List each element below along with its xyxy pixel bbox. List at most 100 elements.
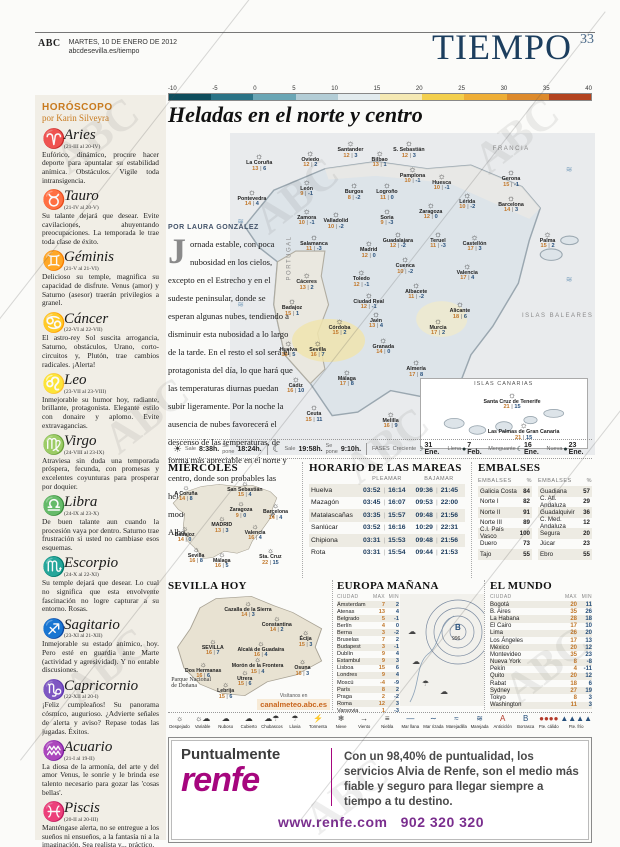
city-name: Roma (337, 700, 352, 707)
temp-separator: | (274, 514, 280, 521)
time: 03:35 (363, 511, 381, 519)
zodiac-libra-icon: ♎ (42, 496, 66, 518)
scale-tick: 10 (331, 86, 338, 92)
temperature-pair: 12 | -1 (353, 282, 370, 289)
temp-separator: | (254, 535, 259, 542)
temp-separator: | (346, 381, 351, 388)
min-temp: 3 (354, 152, 358, 159)
map-city-zamora: ☼ Zamora 10 | -1 (297, 207, 316, 227)
horoscope-sign: ♌ Leo (23-VII al 23-VIII) Inmejorable su hu… (42, 373, 159, 431)
horoscope-sign: ♑ Capricornio (22-XII al 20-I) ¡Feliz cumpl… (42, 679, 159, 737)
city-name: Berlín (337, 622, 352, 629)
city-temp-row: El Cairo 17 10 (490, 623, 592, 630)
city-temp-row: París 8 2 (337, 686, 399, 694)
temperature-pair: 14 | 8 (174, 495, 197, 502)
bajamar-header: BAJAMAR (424, 476, 454, 482)
phase-date: 16 Ene. (524, 442, 539, 456)
sign-name: Sagitario (64, 617, 120, 633)
sign-text: ¡Feliz cumpleaños! Su panorama cósmico, … (42, 700, 159, 736)
sign-dates: (23-XI al 21-XII) (64, 633, 103, 640)
pleamar-times: 03:52 | 16:14 (363, 486, 406, 494)
temperature-pair: 15 | 11 (305, 416, 323, 424)
temperature-pair: 10 | -2 (459, 204, 475, 211)
min-temp: 2 (395, 601, 399, 608)
sun-icon: ☼ (543, 228, 552, 239)
miercoles-map: ☼ A Coruña 14 | 8 ☼ San Sebastián 15 | 4 ☼ Zara… (168, 476, 296, 570)
canalmeteo-link[interactable]: canalmeteo.abc.es (257, 699, 330, 710)
sun-icon: ☼ (244, 599, 252, 609)
sun-icon: ☼ (313, 338, 322, 349)
temp-separator: | (247, 612, 252, 619)
tides-panel: HORARIO DE LAS MAREAS PLEAMAR BAJAMAR Hu… (302, 462, 472, 578)
max-temp: 16 (214, 563, 221, 570)
min-temp: 3 (306, 670, 310, 677)
min-temp: 3 (588, 695, 592, 702)
pleamar-times: 03:35 | 15:57 (363, 511, 406, 519)
city-name: Washington (490, 702, 522, 709)
sign-text: Su temple dejará que desear. Lo cual no … (42, 578, 159, 614)
min-temp: 7 (321, 352, 325, 359)
temp-separator: | (244, 491, 249, 498)
temperature-pair: 14 | 3 (498, 208, 524, 214)
sign-name: Virgo (64, 433, 97, 449)
map-city-murcia: ☼ Murcia 17 | 2 (429, 316, 447, 337)
map-city-logroo: ☼ Logroño 11 | 0 (376, 181, 397, 201)
temperature-pair: 14 | 0 (175, 537, 195, 544)
min-temp: 0 (188, 537, 192, 544)
sun-icon: ☼ (302, 206, 311, 217)
temp-separator: | (195, 557, 200, 564)
renfe-ad[interactable]: Puntualmente renfe Con un 98,40% de punt… (168, 737, 592, 843)
legend-marrizada: ∼ Mar rizada (422, 715, 445, 729)
city-name: Murcia (429, 324, 447, 331)
page-title: TIEMPO (432, 27, 572, 67)
reservoir-name: Norte I (480, 498, 499, 506)
temp-separator: | (414, 294, 419, 301)
map-city-guadalajara: ☼ Guadalajara 12 | -2 (383, 229, 413, 250)
sun-icon: ☼ (364, 238, 373, 249)
city-name: Dos Hermanas (185, 667, 222, 674)
map-city-laspalmasdegrancanaria: ☼ Las Palmas de Gran Canaria 21 | 15 (488, 421, 560, 441)
map-city-badajoz: ☼ Badajoz 14 | 0 (175, 524, 195, 544)
temperature-pair: 12 | -1 (353, 304, 384, 311)
reservoir-percent: 55 (583, 550, 590, 558)
sign-name: Capricornio (64, 678, 139, 694)
max-temp: 14 (179, 495, 186, 502)
max-temp: 15 (305, 416, 312, 423)
renfe-url[interactable]: www.renfe.com 902 320 320 (181, 814, 581, 830)
temp-separator: | (303, 191, 309, 198)
tide-location: Chipiona (311, 536, 338, 544)
divider (266, 443, 268, 455)
reservoir-percent: 55 (523, 550, 530, 558)
sun-icon: ☼ (301, 628, 310, 638)
min-temp: -2 (400, 242, 406, 249)
city-temp-row: Budapest 3 -1 (337, 643, 399, 651)
city-name: Barcelona (498, 202, 524, 209)
legend-label: Variable (194, 724, 211, 729)
site-link[interactable]: abcdesevilla.es/tiempo (68, 48, 140, 56)
renfe-web-link[interactable]: www.renfe.com (278, 813, 388, 830)
pleamar-header: PLEAMAR (372, 476, 402, 482)
temperature-pair: 21 | 15 (484, 405, 541, 411)
min-temp: -1 (394, 644, 399, 651)
article-author: POR LAURA GONZÁLEZ (168, 224, 259, 231)
legend-label: Marejada (470, 724, 489, 729)
min-temp: 1 (295, 310, 300, 317)
bottom-row: SEVILLA HOY ☼ Cazalla de la Sierra 14 | 3 ☼… (168, 580, 592, 714)
scale-tick-labels: -10 -5 0 5 10 15 20 25 30 35 40 (168, 86, 592, 92)
city-name: Ámsterdam (337, 601, 366, 608)
city-name: Sta. Cruz (259, 554, 282, 561)
max-temp: 1 (381, 707, 385, 714)
map-city-jan: ☼ Jaén 13 | 4 (369, 310, 383, 330)
max-temp: 21 (503, 404, 510, 411)
city-name: Gerona (501, 176, 521, 183)
max-temp: 16 (383, 423, 390, 430)
zodiac-virgo-icon: ♍ (42, 434, 66, 456)
max-temp: 13 (368, 323, 376, 330)
sun-icon: ☼ (412, 357, 421, 368)
scale-tick: 0 (253, 86, 257, 92)
city-name: Cuenca (395, 263, 415, 270)
reservoir-name: Guadalquivir (540, 508, 575, 516)
sun-icon: ☼ (291, 373, 300, 384)
city-name: Teruel (430, 237, 446, 244)
reservoir-percent: 82 (523, 498, 530, 506)
